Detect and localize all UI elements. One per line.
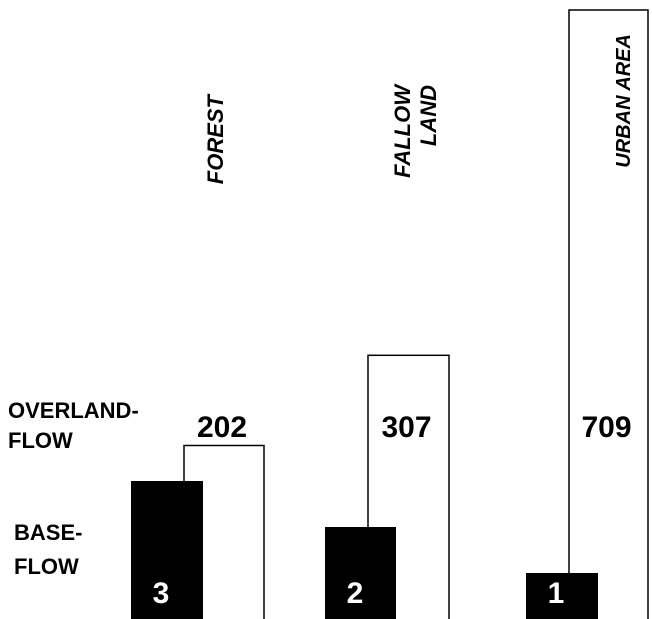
overland-flow-value-urban-area: 709 bbox=[581, 411, 631, 444]
base-flow-label-line2: FLOW bbox=[14, 554, 79, 579]
series-labels: OVERLAND- FLOW BASE- FLOW bbox=[8, 398, 139, 579]
base-flow-value-fallow-land: 2 bbox=[347, 577, 364, 610]
base-flow-bar-forest bbox=[131, 481, 203, 619]
base-flow-bar-urban-area bbox=[526, 573, 598, 619]
base-flow-label-line1: BASE- bbox=[14, 520, 82, 545]
overland-flow-value-forest: 202 bbox=[197, 411, 247, 444]
category-label-fallow-land-line1: FALLOW bbox=[390, 83, 415, 178]
base-flow-value-forest: 3 bbox=[153, 577, 170, 610]
overland-flow-value-fallow-land: 307 bbox=[381, 411, 431, 444]
base-flow-value-urban-area: 1 bbox=[548, 577, 565, 610]
overland-flow-bar-urban-area bbox=[568, 9, 649, 619]
bars-layer: 202 3 FOREST 307 2 FALLOW LAND 709 1 URBAN AREA bbox=[131, 9, 649, 619]
base-flow-bar-fallow-land bbox=[325, 527, 396, 619]
overland-flow-label-line2: FLOW bbox=[8, 428, 73, 453]
category-label-fallow-land-line2: LAND bbox=[416, 85, 441, 146]
category-label-forest: FOREST bbox=[203, 93, 228, 184]
category-label-urban-area: URBAN AREA bbox=[613, 34, 635, 168]
overland-flow-label-line1: OVERLAND- bbox=[8, 398, 139, 423]
